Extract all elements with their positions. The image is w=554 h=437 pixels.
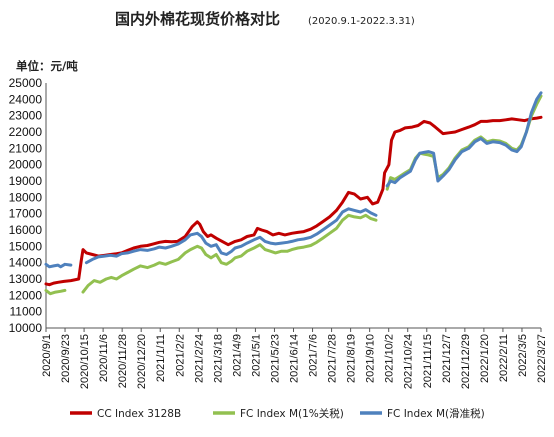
y-tick-label: 21000 <box>9 141 43 155</box>
x-tick-label: 2021/9/10 <box>365 334 377 383</box>
x-tick-label: 2021/7/28 <box>327 334 339 383</box>
y-tick-label: 25000 <box>9 76 43 90</box>
x-tick-label: 2021/10/2 <box>384 334 396 383</box>
y-tick-label: 12000 <box>9 288 43 302</box>
legend-label-fc1: FC Index M(1%关税) <box>240 407 344 420</box>
x-tick-label: 2021/1/11 <box>155 334 167 382</box>
x-tick-label: 2021/4/9 <box>231 334 243 377</box>
unit-label: 单位：元/吨 <box>16 59 78 73</box>
x-tick-label: 2020/11/6 <box>98 334 110 382</box>
y-tick-labels: 10000 11000 12000 13000 14000 15000 16000 17000… <box>9 76 43 335</box>
chart-title: 国内外棉花现货价格对比 <box>115 10 280 28</box>
x-tick-label: 2022/3/5 <box>517 334 529 377</box>
x-tick-label: 2021/2/2 <box>174 334 186 377</box>
x-tick-label: 2021/7/6 <box>308 334 320 377</box>
x-tick-label: 2021/2/24 <box>193 334 205 383</box>
y-tick-label: 13000 <box>9 272 43 286</box>
plot-area: 10000 11000 12000 13000 14000 15000 16000 17000… <box>9 76 548 389</box>
x-tick-label: 2021/3/18 <box>212 334 224 383</box>
y-tick-label: 19000 <box>9 174 43 188</box>
x-tick-label: 2021/5/1 <box>250 334 262 377</box>
y-tick-label: 14000 <box>9 256 43 270</box>
y-tick-label: 10000 <box>9 321 43 335</box>
x-tick-label: 2022/3/27 <box>536 334 548 383</box>
chart-subtitle: (2020.9.1-2022.3.31) <box>308 16 415 27</box>
legend-label-fcm: FC Index M(滑准税) <box>387 407 485 420</box>
x-tick-label: 2021/10/24 <box>403 334 415 389</box>
x-tick-label: 2022/2/11 <box>498 334 510 382</box>
x-tick-label: 2020/9/23 <box>60 334 72 383</box>
series-line-fc-index-m-1pct <box>44 94 543 296</box>
y-tick-label: 16000 <box>9 223 43 237</box>
y-tick-label: 20000 <box>9 158 43 172</box>
y-tick-label: 22000 <box>9 125 43 139</box>
x-tick-label: 2020/12/20 <box>136 334 148 389</box>
x-tick-label: 2020/10/15 <box>79 334 91 389</box>
y-tick-label: 23000 <box>9 109 43 123</box>
x-tick-label: 2021/5/23 <box>269 334 281 383</box>
x-tick-label: 2021/6/14 <box>289 334 301 383</box>
x-tick-label: 2021/12/29 <box>460 334 472 389</box>
x-tick-label: 2021/12/7 <box>441 334 453 383</box>
x-tick-label: 2021/8/19 <box>346 334 358 383</box>
y-tick-label: 15000 <box>9 239 43 253</box>
y-tick-label: 17000 <box>9 207 43 221</box>
y-tick-label: 24000 <box>9 92 43 106</box>
series-lines <box>44 91 543 296</box>
x-tick-label: 2022/1/20 <box>479 334 491 383</box>
y-tick-label: 18000 <box>9 190 43 204</box>
legend: CC Index 3128B FC Index M(1%关税) FC Index… <box>70 407 485 420</box>
series-line-cc-index-3128b <box>44 115 543 287</box>
x-tick-labels: 2020/9/1 2020/9/23 2020/10/15 2020/11/6 2020… <box>41 328 548 389</box>
x-tick-label: 2020/9/1 <box>41 334 53 377</box>
series-line-fc-index-m-sliding <box>44 91 543 269</box>
y-tick-label: 11000 <box>10 305 43 319</box>
legend-label-cc: CC Index 3128B <box>97 408 181 420</box>
x-tick-label: 2020/11/28 <box>117 334 129 388</box>
x-tick-label: 2021/11/15 <box>422 334 434 388</box>
